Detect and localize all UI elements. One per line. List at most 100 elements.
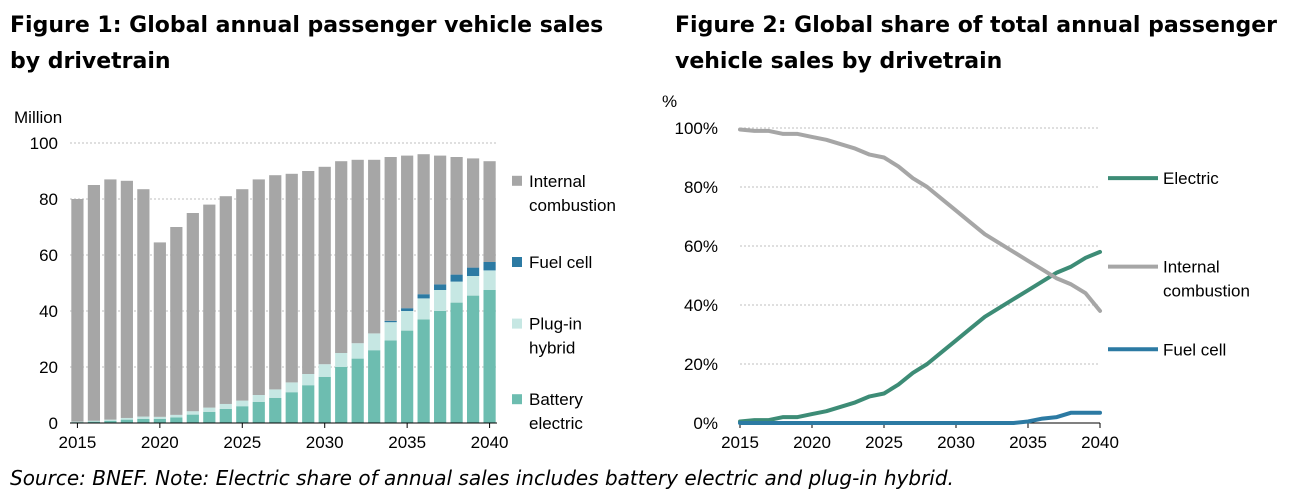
figure-1-legend-swatch-bev [512, 394, 522, 405]
bar-internal-combustion-2026 [252, 179, 265, 395]
figure-2-gridlines [740, 127, 1100, 365]
figure-2-lines [738, 127, 1102, 425]
figure-1-legend: Internal combustion Fuel cell Plug-in hybrid… [512, 172, 616, 433]
bar-plug-in-hybrid-2028 [285, 382, 298, 393]
bar-battery-electric-2019 [137, 418, 150, 423]
figure-1-x-tick-2040: 2040 [471, 433, 509, 452]
figure-2-y-tick-100: 100% [675, 119, 718, 138]
figure-1-legend-label-fuel-1: Fuel cell [529, 253, 592, 272]
figure-2-x-tick-2020: 2020 [793, 433, 831, 452]
line-fuel-cell [738, 410, 1102, 425]
figure-2-x-tick-2015: 2015 [721, 433, 759, 452]
bar-internal-combustion-2015 [71, 199, 84, 422]
figure-2-title-line-2: vehicle sales by drivetrain [675, 49, 1003, 74]
bar-battery-electric-2026 [252, 402, 265, 423]
line-internal-combustion [738, 127, 1102, 313]
figure-1-legend-swatch-phev [512, 318, 522, 329]
bar-plug-in-hybrid-2031 [335, 353, 348, 367]
figure-2-y-tick-40: 40% [684, 296, 718, 315]
figure-1-x-tick-2025: 2025 [223, 433, 261, 452]
bar-plug-in-hybrid-2037 [434, 290, 447, 311]
figure-2-y-tick-0: 0% [693, 414, 718, 433]
figure-2-y-axis-label: % [662, 92, 677, 111]
bar-battery-electric-2038 [450, 302, 463, 423]
bar-battery-electric-2030 [318, 376, 331, 423]
figure-1-legend-label-phev-1: Plug-in [529, 315, 582, 334]
bar-battery-electric-2020 [153, 418, 166, 423]
figure-2-axes: 0% 20% 40% 60% 80% 100% 2015 2020 2025 2030 2035 20… [675, 119, 1119, 452]
figure-2-title: Figure 2: Global share of total annual p… [675, 8, 1292, 80]
bar-battery-electric-2039 [466, 295, 480, 423]
figure-2-legend-label-ice-2: combustion [1163, 282, 1250, 301]
figure-1-bars [71, 154, 496, 423]
bar-fuel-cell-2040 [483, 262, 496, 271]
bar-plug-in-hybrid-2032 [351, 343, 364, 359]
figure-1-y-tick-20: 20 [39, 358, 58, 377]
bar-battery-electric-2037 [434, 311, 447, 423]
figure-2-legend-label-fuel-1: Fuel cell [1163, 340, 1226, 359]
figure-2-x-tick-2035: 2035 [1009, 433, 1047, 452]
figure-1-x-tick-2020: 2020 [141, 433, 179, 452]
figure-1-y-tick-0: 0 [49, 414, 58, 433]
bar-fuel-cell-2039 [466, 267, 480, 276]
bar-battery-electric-2033 [368, 350, 381, 423]
bar-battery-electric-2029 [302, 385, 315, 423]
figure-1-legend-label-phev-2: hybrid [529, 339, 575, 358]
figure-2-line-chart: % 0% 20% 40% 60% 80% 100% 2015 2020 2025 2030 2035… [662, 92, 1250, 452]
bar-plug-in-hybrid-2035 [401, 311, 414, 331]
bar-plug-in-hybrid-2019 [137, 416, 150, 419]
figure-1-legend-swatch-ice [512, 175, 522, 186]
line-electric [738, 249, 1102, 424]
bar-internal-combustion-2019 [137, 189, 150, 417]
bar-internal-combustion-2038 [450, 157, 463, 275]
figure-1-x-tick-2030: 2030 [306, 433, 344, 452]
figure-2-y-tick-80: 80% [684, 178, 718, 197]
figure-2-legend-label-electric-1: Electric [1163, 169, 1219, 188]
bar-fuel-cell-2036 [417, 294, 430, 299]
bar-internal-combustion-2033 [368, 159, 381, 334]
bar-internal-combustion-2028 [285, 173, 298, 383]
figure-1-y-axis-label: Million [14, 108, 62, 127]
bar-internal-combustion-2021 [170, 227, 183, 415]
bar-plug-in-hybrid-2022 [186, 411, 199, 415]
bar-battery-electric-2034 [384, 340, 397, 423]
bar-plug-in-hybrid-2040 [483, 270, 496, 290]
figure-1-legend-label-ice-1: Internal [529, 172, 586, 191]
bar-battery-electric-2040 [483, 290, 496, 423]
figure-2-x-tick-2040: 2040 [1081, 433, 1119, 452]
figure-1-y-tick-40: 40 [39, 302, 58, 321]
bar-plug-in-hybrid-2017 [104, 419, 117, 421]
bar-internal-combustion-2023 [203, 204, 216, 408]
figure-2-x-tick-2030: 2030 [937, 433, 975, 452]
bar-fuel-cell-2038 [450, 274, 463, 282]
bar-battery-electric-2025 [236, 406, 249, 423]
bar-internal-combustion-2027 [269, 175, 282, 390]
bar-internal-combustion-2029 [302, 171, 315, 374]
bar-internal-combustion-2039 [466, 158, 480, 268]
bar-plug-in-hybrid-2039 [466, 276, 480, 296]
bar-plug-in-hybrid-2036 [417, 298, 430, 320]
bar-internal-combustion-2031 [335, 161, 348, 353]
bar-plug-in-hybrid-2025 [236, 400, 249, 407]
figure-1-title: Figure 1: Global annual passenger vehicl… [10, 8, 650, 80]
figure-1-y-tick-60: 60 [39, 246, 58, 265]
figure-1-y-tick-80: 80 [39, 190, 58, 209]
figure-1-legend-label-ice-2: combustion [529, 196, 616, 215]
figure-2-legend: Electric Internal combustion Fuel cell [1108, 169, 1250, 359]
bar-internal-combustion-2025 [236, 189, 249, 401]
bar-internal-combustion-2037 [434, 155, 447, 285]
bar-plug-in-hybrid-2020 [153, 416, 166, 419]
figure-1-x-tick-2015: 2015 [59, 433, 97, 452]
figure-2-y-tick-60: 60% [684, 237, 718, 256]
figure-1-title-line-2: by drivetrain [10, 49, 171, 74]
bar-battery-electric-2027 [269, 397, 282, 423]
bar-battery-electric-2036 [417, 319, 430, 423]
bar-battery-electric-2031 [335, 367, 348, 423]
bar-battery-electric-2028 [285, 392, 298, 423]
bar-plug-in-hybrid-2029 [302, 374, 315, 386]
bar-battery-electric-2017 [104, 420, 117, 423]
figure-1-title-line-1: Figure 1: Global annual passenger vehicl… [10, 13, 604, 38]
figure-2-title-line-1: Figure 2: Global share of total annual p… [675, 13, 1278, 38]
